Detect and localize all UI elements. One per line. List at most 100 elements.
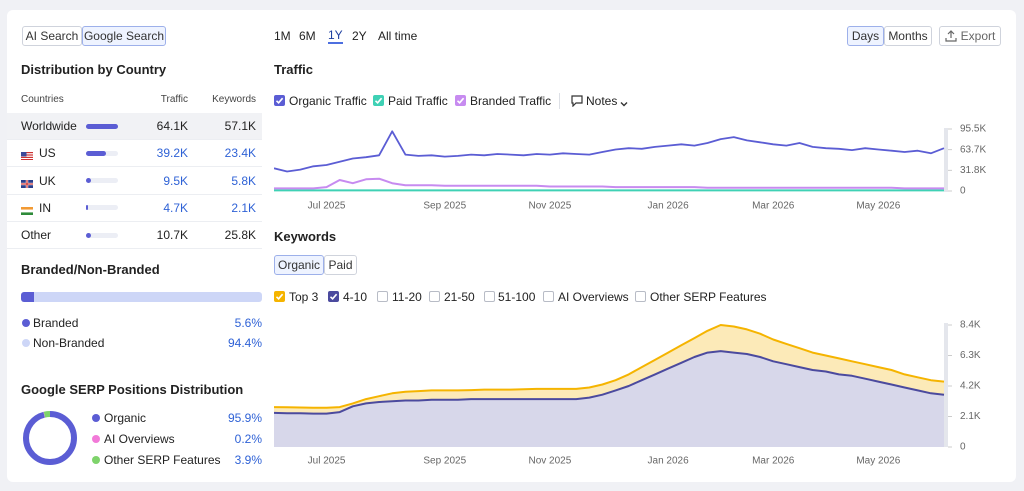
check-icon — [329, 293, 338, 300]
x-tick-label: Jul 2025 — [308, 201, 346, 212]
flag — [21, 206, 33, 215]
keywords-value[interactable]: 23.4K — [224, 146, 256, 161]
range-handle — [944, 128, 948, 192]
range-button[interactable]: All time — [378, 29, 418, 43]
traffic-value[interactable]: 9.5K — [163, 173, 188, 188]
keywords-value[interactable]: 5.8K — [231, 173, 256, 188]
filter-label[interactable]: 21-50 — [444, 290, 475, 304]
legend-checkbox[interactable] — [373, 95, 384, 106]
area-base — [274, 351, 944, 447]
notes-button[interactable]: Notes — [586, 94, 618, 108]
range-button[interactable]: 2Y — [352, 29, 367, 43]
chevron-icon — [620, 102, 628, 107]
line — [274, 130, 945, 173]
column-header: Countries — [21, 94, 64, 105]
traffic-bar — [86, 205, 89, 211]
filter-checkbox[interactable] — [635, 291, 646, 302]
line — [274, 350, 945, 415]
interval-button[interactable]: Months — [884, 26, 932, 46]
traffic-chart: 0 31.8K 63.7K 95.5K Jul 2025 Sep 2025 Nov 2025… — [274, 124, 986, 212]
search-tab[interactable]: Google Search — [82, 26, 166, 46]
row-divider — [7, 248, 262, 250]
check-icon — [275, 293, 284, 300]
filter-label[interactable]: 51-100 — [498, 290, 536, 304]
area — [274, 351, 944, 447]
interval-button[interactable]: Days — [847, 26, 884, 46]
legend-label[interactable]: Branded Traffic — [470, 94, 552, 108]
donut-segment — [23, 411, 77, 465]
legend-checkbox[interactable] — [274, 95, 285, 106]
share-value: 95.9% — [227, 411, 262, 425]
legend-dot — [92, 456, 100, 464]
x-tick-label: Jan 2026 — [648, 456, 690, 467]
traffic-bar — [86, 178, 91, 184]
legend-label[interactable]: 4-10 — [343, 290, 368, 304]
traffic-value: 64.1K — [156, 119, 188, 133]
keywords-chart: 0 2.1K 4.2K 6.3K 8.4K Jul 2025 Sep 2025 Nov 202… — [274, 320, 981, 467]
range-handle — [944, 323, 948, 447]
filter-checkbox[interactable] — [429, 291, 440, 302]
x-tick-label: Mar 2026 — [752, 456, 795, 467]
x-tick-label: Mar 2026 — [752, 201, 795, 212]
legend-label: Other SERP Features — [104, 453, 221, 467]
traffic-value[interactable]: 39.2K — [156, 146, 188, 161]
legend-label[interactable]: Paid Traffic — [388, 94, 448, 108]
row-divider — [7, 166, 262, 168]
legend-checkbox[interactable] — [328, 291, 339, 302]
keywords-value[interactable]: 2.1K — [231, 200, 256, 215]
export-button[interactable]: Export — [939, 26, 1001, 46]
y-tick-label: 0 — [960, 442, 966, 453]
notes-icon — [571, 95, 583, 108]
filter-label[interactable]: Other SERP Features — [650, 290, 767, 304]
section-title: Keywords — [274, 229, 337, 244]
range-button[interactable]: 6M — [299, 29, 316, 43]
legend-dot — [22, 319, 30, 327]
share-bar — [34, 292, 262, 302]
filter-label[interactable]: AI Overviews — [558, 290, 629, 304]
filter-checkbox[interactable] — [377, 291, 388, 302]
traffic-value[interactable]: 4.7K — [163, 200, 188, 215]
column-header: Keywords — [212, 94, 256, 105]
x-tick-label: Nov 2025 — [528, 201, 571, 212]
legend-dot — [92, 435, 100, 443]
line — [274, 324, 945, 409]
y-tick-label: 2.1K — [960, 411, 981, 422]
filter-label[interactable]: 11-20 — [392, 290, 422, 304]
filter-checkbox[interactable] — [484, 291, 495, 302]
line — [274, 177, 944, 190]
x-tick-label: Jul 2025 — [308, 456, 346, 467]
legend-label[interactable]: Top 3 — [289, 290, 319, 304]
check-icon — [374, 97, 383, 104]
filter-checkbox[interactable] — [543, 291, 554, 302]
range-button[interactable]: 1M — [274, 29, 291, 43]
share-value: 3.9% — [234, 453, 262, 467]
search-tab[interactable]: AI Search — [22, 26, 82, 46]
x-tick-label: Sep 2025 — [423, 456, 466, 467]
traffic-value: 10.7K — [156, 228, 188, 243]
y-tick-label: 0 — [960, 186, 966, 197]
share-bar — [21, 292, 35, 302]
keywords-tab[interactable]: Paid — [324, 255, 357, 275]
legend-dot — [92, 414, 100, 422]
keywords-tab[interactable]: Organic — [274, 255, 324, 275]
legend-label: AI Overviews — [104, 432, 175, 446]
flag — [21, 179, 33, 188]
share-value: 94.4% — [227, 336, 262, 350]
flag-icon — [21, 149, 33, 163]
flag-icon — [21, 204, 33, 218]
legend-label[interactable]: Organic Traffic — [289, 94, 367, 108]
share-value: 0.2% — [234, 432, 262, 446]
legend-checkbox[interactable] — [455, 95, 466, 106]
row-divider — [7, 220, 262, 222]
legend-dot — [22, 339, 30, 347]
legend-checkbox[interactable] — [274, 291, 285, 302]
y-tick-label: 8.4K — [960, 320, 981, 331]
x-tick-label: Jan 2026 — [648, 201, 690, 212]
y-tick-label: 31.8K — [960, 165, 986, 176]
country-name: Other — [21, 228, 52, 243]
donut-chart — [23, 411, 77, 465]
range-button[interactable]: 1Y — [328, 28, 343, 44]
section-title: Traffic — [274, 62, 314, 77]
